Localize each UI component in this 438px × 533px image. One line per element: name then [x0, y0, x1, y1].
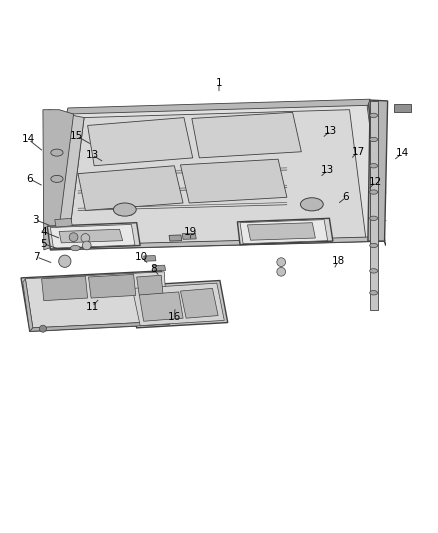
Polygon shape [21, 271, 170, 332]
Polygon shape [68, 110, 366, 246]
Text: 13: 13 [324, 126, 337, 136]
Text: 4: 4 [40, 227, 47, 237]
Polygon shape [43, 110, 74, 250]
Ellipse shape [370, 113, 378, 118]
Text: 3: 3 [32, 215, 39, 224]
Polygon shape [247, 223, 315, 240]
Polygon shape [50, 224, 135, 248]
Text: 11: 11 [85, 302, 99, 312]
Ellipse shape [370, 243, 378, 248]
Ellipse shape [370, 164, 378, 168]
Polygon shape [367, 101, 385, 246]
Circle shape [81, 233, 90, 243]
Polygon shape [169, 235, 182, 241]
Ellipse shape [113, 203, 136, 216]
Ellipse shape [51, 175, 63, 182]
Text: 13: 13 [85, 150, 99, 160]
Text: 1: 1 [215, 77, 223, 87]
Circle shape [82, 241, 91, 250]
Polygon shape [30, 321, 170, 332]
Polygon shape [153, 265, 166, 271]
Polygon shape [180, 288, 218, 318]
Polygon shape [55, 219, 72, 227]
Polygon shape [144, 255, 156, 261]
Polygon shape [192, 112, 301, 158]
Ellipse shape [71, 246, 80, 251]
Text: 18: 18 [332, 256, 345, 266]
Polygon shape [139, 292, 183, 321]
Ellipse shape [51, 149, 63, 156]
Text: 19: 19 [184, 228, 197, 237]
Polygon shape [88, 274, 136, 298]
Circle shape [59, 255, 71, 268]
Circle shape [277, 258, 286, 266]
Ellipse shape [300, 198, 323, 211]
Polygon shape [132, 283, 224, 326]
Polygon shape [25, 272, 167, 328]
Circle shape [277, 268, 286, 276]
Polygon shape [240, 220, 328, 244]
Text: 6: 6 [343, 192, 350, 203]
Polygon shape [78, 166, 183, 211]
Polygon shape [137, 275, 163, 295]
Polygon shape [370, 101, 378, 310]
Polygon shape [49, 110, 84, 250]
Text: 17: 17 [352, 147, 365, 157]
Polygon shape [50, 101, 385, 250]
Text: 10: 10 [134, 252, 148, 262]
Polygon shape [129, 280, 228, 328]
Ellipse shape [370, 190, 378, 194]
Polygon shape [47, 223, 140, 249]
Text: 13: 13 [321, 165, 334, 175]
Text: 16: 16 [168, 312, 181, 322]
Polygon shape [237, 219, 333, 245]
Ellipse shape [370, 138, 378, 142]
Polygon shape [67, 99, 370, 114]
Text: 14: 14 [396, 149, 409, 158]
Polygon shape [59, 229, 123, 243]
Ellipse shape [370, 216, 378, 221]
Ellipse shape [370, 269, 378, 273]
Polygon shape [42, 276, 88, 301]
Text: 8: 8 [150, 264, 157, 273]
Text: 6: 6 [26, 174, 33, 184]
Text: 12: 12 [369, 177, 382, 187]
Circle shape [69, 233, 78, 241]
Polygon shape [50, 237, 385, 250]
Text: 7: 7 [33, 252, 40, 262]
Text: 5: 5 [40, 239, 47, 249]
Polygon shape [394, 104, 411, 112]
Polygon shape [23, 279, 33, 332]
Polygon shape [180, 159, 287, 203]
Circle shape [39, 325, 46, 332]
Polygon shape [182, 233, 196, 239]
Polygon shape [88, 118, 193, 166]
Text: 14: 14 [22, 134, 35, 144]
Ellipse shape [370, 290, 378, 295]
Text: 15: 15 [70, 131, 83, 141]
Polygon shape [368, 100, 388, 241]
